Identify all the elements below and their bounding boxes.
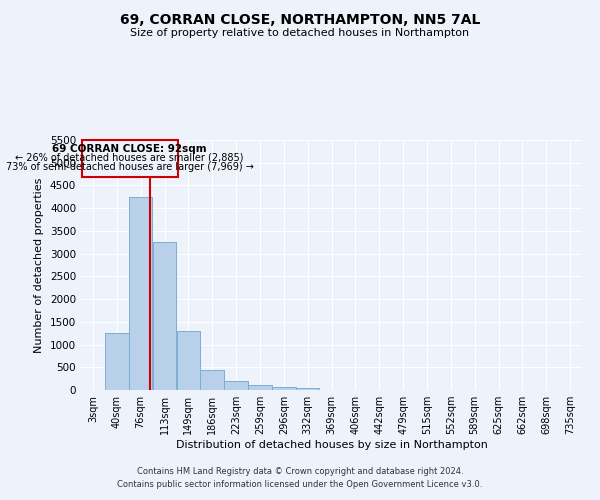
Bar — [272, 386, 296, 390]
Y-axis label: Number of detached properties: Number of detached properties — [34, 178, 44, 352]
Bar — [200, 370, 224, 390]
Text: ← 26% of detached houses are smaller (2,885): ← 26% of detached houses are smaller (2,… — [16, 152, 244, 162]
Text: Contains public sector information licensed under the Open Government Licence v3: Contains public sector information licen… — [118, 480, 482, 489]
Bar — [296, 388, 319, 390]
Bar — [105, 333, 128, 390]
Bar — [224, 381, 248, 390]
Bar — [153, 242, 176, 390]
Bar — [129, 197, 152, 390]
Bar — [248, 386, 272, 390]
X-axis label: Distribution of detached houses by size in Northampton: Distribution of detached houses by size … — [176, 440, 487, 450]
Text: Contains HM Land Registry data © Crown copyright and database right 2024.: Contains HM Land Registry data © Crown c… — [137, 467, 463, 476]
FancyBboxPatch shape — [82, 140, 178, 177]
Text: 73% of semi-detached houses are larger (7,969) →: 73% of semi-detached houses are larger (… — [6, 162, 254, 172]
Text: 69 CORRAN CLOSE: 92sqm: 69 CORRAN CLOSE: 92sqm — [52, 144, 207, 154]
Text: Size of property relative to detached houses in Northampton: Size of property relative to detached ho… — [130, 28, 470, 38]
Text: 69, CORRAN CLOSE, NORTHAMPTON, NN5 7AL: 69, CORRAN CLOSE, NORTHAMPTON, NN5 7AL — [120, 12, 480, 26]
Bar — [176, 331, 200, 390]
